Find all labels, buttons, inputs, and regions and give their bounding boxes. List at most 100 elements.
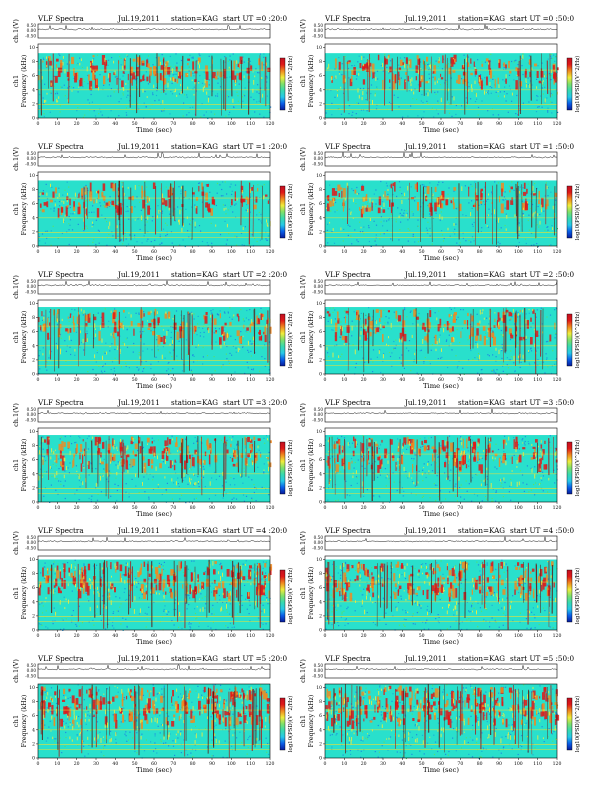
activity-patch bbox=[233, 61, 235, 71]
activity-yellow bbox=[57, 100, 58, 102]
activity-patch bbox=[494, 319, 495, 322]
activity-yellow bbox=[235, 84, 236, 86]
activity-yellow bbox=[261, 77, 262, 79]
speckle-dot bbox=[482, 500, 483, 501]
activity-yellow bbox=[39, 450, 40, 454]
speckle-dot bbox=[409, 90, 410, 91]
speckle-dot bbox=[356, 75, 357, 76]
ylabel-frequency: Frequency (kHz) bbox=[308, 183, 315, 236]
activity-patch bbox=[429, 310, 431, 317]
activity-yellow bbox=[541, 477, 542, 479]
speckle-dot bbox=[370, 93, 371, 94]
activity-patch bbox=[336, 441, 338, 443]
activity-patch bbox=[417, 182, 418, 192]
speckle-dot bbox=[207, 355, 208, 356]
activity-yellow bbox=[128, 187, 129, 189]
speckle-dot bbox=[528, 443, 529, 444]
ytick-label: 10 bbox=[29, 45, 35, 51]
speckle-dot bbox=[261, 356, 262, 357]
speckle-dot bbox=[233, 498, 234, 499]
speckle-dot bbox=[461, 78, 462, 79]
speckle-dot bbox=[133, 609, 134, 610]
panel-header-start: start UT =1 :20:0 bbox=[223, 142, 287, 151]
speckle-dot bbox=[195, 347, 196, 348]
activity-patch bbox=[190, 71, 192, 77]
speckle-dot bbox=[415, 485, 416, 486]
speckle-dot bbox=[94, 359, 95, 360]
speckle-dot bbox=[391, 328, 392, 329]
ylabel-channel: ch1 bbox=[299, 203, 307, 216]
speckle-dot bbox=[172, 327, 173, 328]
speckle-dot bbox=[331, 329, 332, 330]
activity-patch bbox=[99, 437, 101, 444]
speckle-dot bbox=[487, 199, 488, 200]
speckle-dot bbox=[146, 187, 147, 188]
speckle-dot bbox=[536, 95, 537, 96]
activity-patch bbox=[470, 58, 471, 63]
speckle-dot bbox=[110, 95, 111, 96]
speckle-dot bbox=[168, 611, 169, 612]
speckle-dot bbox=[171, 337, 172, 338]
activity-yellow bbox=[330, 479, 331, 480]
speckle-dot bbox=[72, 229, 73, 230]
speckle-dot bbox=[451, 116, 452, 117]
activity-patch bbox=[335, 58, 337, 68]
activity-yellow bbox=[160, 211, 161, 212]
activity-patch bbox=[520, 310, 521, 312]
speckle-dot bbox=[518, 235, 519, 236]
speckle-dot bbox=[517, 312, 518, 313]
speckle-dot bbox=[96, 220, 97, 221]
speckle-dot bbox=[230, 457, 231, 458]
speckle-dot bbox=[79, 58, 80, 59]
speckle-dot bbox=[391, 214, 392, 215]
speckle-dot bbox=[348, 113, 349, 114]
speckle-dot bbox=[229, 112, 230, 113]
speckle-dot bbox=[502, 199, 503, 200]
waveform-ytick-label: -0.50 bbox=[312, 33, 323, 38]
activity-patch bbox=[146, 77, 148, 82]
speckle-dot bbox=[93, 239, 94, 240]
speckle-dot bbox=[166, 492, 167, 493]
speckle-dot bbox=[188, 604, 189, 605]
activity-yellow bbox=[358, 73, 359, 76]
speckle-dot bbox=[183, 103, 184, 104]
speckle-dot bbox=[343, 240, 344, 241]
speckle-dot bbox=[193, 58, 194, 59]
activity-patch bbox=[194, 327, 195, 334]
speckle-dot bbox=[399, 190, 400, 191]
speckle-dot bbox=[442, 234, 443, 235]
speckle-dot bbox=[70, 213, 71, 214]
speckle-dot bbox=[344, 437, 345, 438]
speckle-dot bbox=[86, 331, 87, 332]
speckle-dot bbox=[333, 307, 334, 308]
speckle-dot bbox=[163, 110, 164, 111]
speckle-dot bbox=[52, 452, 53, 453]
xlabel: Time (sec) bbox=[136, 254, 172, 262]
activity-yellow bbox=[386, 344, 387, 346]
activity-yellow bbox=[50, 456, 51, 459]
speckle-dot bbox=[249, 605, 250, 606]
speckle-dot bbox=[82, 67, 83, 68]
speckle-dot bbox=[413, 361, 414, 362]
speckle-dot bbox=[492, 370, 493, 371]
speckle-dot bbox=[449, 436, 450, 437]
activity-yellow bbox=[169, 317, 170, 318]
speckle-dot bbox=[399, 229, 400, 230]
speckle-dot bbox=[514, 190, 515, 191]
activity-yellow bbox=[333, 199, 334, 203]
activity-yellow bbox=[117, 346, 118, 348]
speckle-dot bbox=[194, 87, 195, 88]
activity-patch bbox=[372, 72, 374, 78]
speckle-dot bbox=[476, 99, 477, 100]
activity-yellow bbox=[503, 478, 504, 481]
activity-yellow bbox=[461, 438, 462, 441]
speckle-dot bbox=[359, 56, 360, 57]
activity-yellow bbox=[428, 92, 429, 96]
speckle-dot bbox=[430, 235, 431, 236]
activity-patch bbox=[47, 333, 49, 340]
panel-header-date: Jul.19,2011 bbox=[404, 398, 447, 407]
speckle-dot bbox=[75, 199, 76, 200]
speckle-dot bbox=[554, 61, 555, 62]
activity-patch bbox=[268, 200, 269, 204]
speckle-dot bbox=[487, 110, 488, 111]
